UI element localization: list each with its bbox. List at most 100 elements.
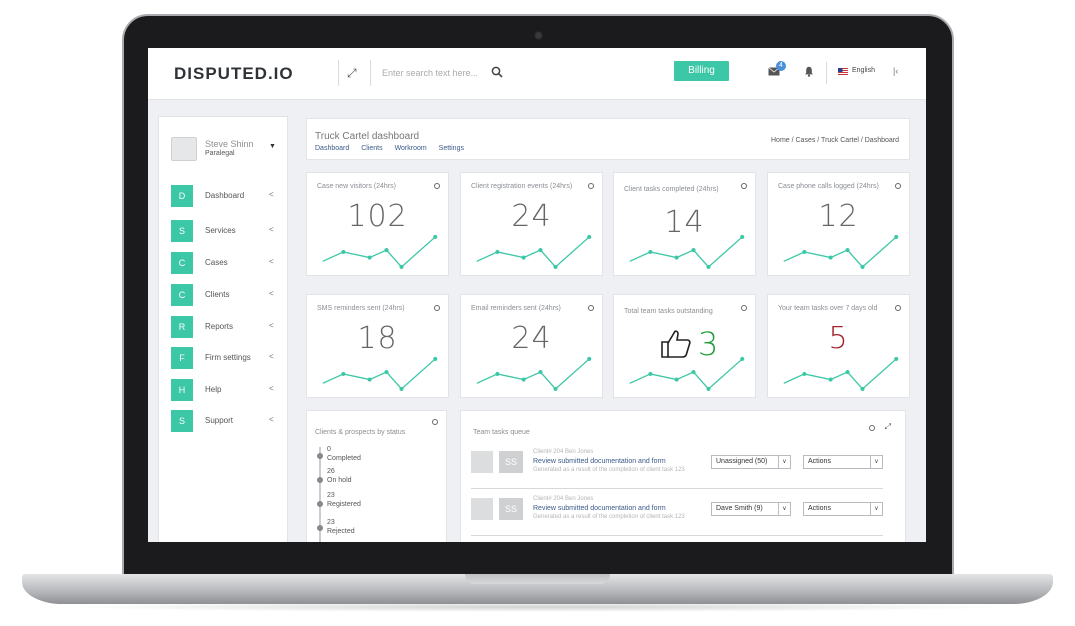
search-input[interactable] <box>382 64 512 82</box>
status-item: 23 Registered <box>327 491 361 509</box>
sparkline-point <box>674 377 679 382</box>
user-profile[interactable]: Steve Shinn Paralegal ▼ <box>171 137 281 167</box>
task-title[interactable]: Review submitted documentation and form <box>533 458 666 465</box>
sidebar-item-letter: S <box>171 220 193 242</box>
sparkline <box>476 356 592 391</box>
task-row[interactable]: SS Client# 204 Ben Jones Review submitte… <box>471 496 883 536</box>
user-role: Paralegal <box>205 150 235 157</box>
language-selector[interactable]: English <box>852 67 875 74</box>
task-checkbox[interactable] <box>471 451 493 473</box>
chevron-left-icon: < <box>269 225 274 234</box>
expand-icon[interactable]: ⤢ <box>884 422 891 431</box>
sparkline-path <box>322 236 436 268</box>
sidebar-item-letter: F <box>171 347 193 369</box>
sparkline-point <box>740 234 745 239</box>
camera-icon <box>534 31 543 40</box>
refresh-icon[interactable] <box>895 305 901 311</box>
task-note: Generated as a result of the completion … <box>533 514 685 520</box>
assignee-value: Dave Smith (9) <box>716 505 763 512</box>
sparkline <box>476 234 592 269</box>
assignee-select[interactable]: Dave Smith (9) ∨ <box>711 502 791 516</box>
refresh-icon[interactable] <box>741 305 747 311</box>
actions-select[interactable]: Actions ∨ <box>803 455 883 469</box>
sparkline-point <box>802 249 807 254</box>
sidebar-item-letter: D <box>171 185 193 207</box>
task-client: Client# 204 Ben Jones <box>533 449 594 455</box>
sidebar-item-letter: C <box>171 252 193 274</box>
sparkline-point <box>587 356 592 361</box>
sidebar-item-label: Clients <box>205 290 230 299</box>
sparkline-point <box>433 234 438 239</box>
sidebar-item-label: Help <box>205 385 222 394</box>
refresh-icon[interactable] <box>895 183 901 189</box>
card-title: Email reminders sent (24hrs) <box>471 305 561 312</box>
sidebar-item-dashboard[interactable]: D Dashboard < <box>171 185 281 209</box>
sparkline-path <box>476 358 590 390</box>
status-item: 23 Rejected <box>327 518 355 536</box>
status-label: Registered <box>327 501 361 508</box>
refresh-icon[interactable] <box>434 183 440 189</box>
refresh-icon[interactable] <box>432 419 438 425</box>
sparkline-point <box>433 356 438 361</box>
sparkline-path <box>783 236 897 268</box>
sparkline <box>629 234 745 269</box>
card-value: 24 <box>511 199 552 234</box>
search-icon[interactable] <box>491 66 503 78</box>
caret-down-icon[interactable]: ▼ <box>269 143 276 150</box>
breadcrumb[interactable]: Home / Cases / Truck Cartel / Dashboard <box>771 137 899 144</box>
sparkline-point <box>367 255 372 260</box>
sparkline <box>783 234 899 269</box>
status-label: Rejected <box>327 528 355 535</box>
chevron-down-icon: ∨ <box>778 502 790 516</box>
subnav-dashboard[interactable]: Dashboard <box>315 145 350 152</box>
top-bar: DISPUTED.IO ⤢ Billing 4 <box>148 48 926 100</box>
sparkline-point <box>538 248 543 253</box>
chevron-left-icon: < <box>269 289 274 298</box>
refresh-icon[interactable] <box>434 305 440 311</box>
card-value: 12 <box>818 199 859 234</box>
sparkline-point <box>802 371 807 376</box>
task-row[interactable]: SS Client# 204 Ben Jones Review submitte… <box>471 449 883 489</box>
chevron-left-icon: < <box>269 415 274 424</box>
avatar[interactable] <box>171 137 197 161</box>
collapse-icon[interactable]: |‹ <box>893 66 899 76</box>
sidebar-item-support[interactable]: S Support < <box>171 410 281 434</box>
sidebar-item-clients[interactable]: C Clients < <box>171 284 281 308</box>
sparkline-point <box>828 377 833 382</box>
actions-select[interactable]: Actions ∨ <box>803 502 883 516</box>
sidebar-item-firm-settings[interactable]: F Firm settings < <box>171 347 281 371</box>
task-note: Generated as a result of the completion … <box>533 467 685 473</box>
subnav-settings[interactable]: Settings <box>438 145 464 152</box>
card-title: Total team tasks outstanding <box>624 308 713 315</box>
sparkline-point <box>553 386 558 391</box>
task-checkbox[interactable] <box>471 498 493 520</box>
task-client: Client# 204 Ben Jones <box>533 496 594 502</box>
brand-logo[interactable]: DISPUTED.IO <box>174 64 294 83</box>
sidebar-item-services[interactable]: S Services < <box>171 220 281 244</box>
avatar: SS <box>499 498 523 520</box>
card-title: Your team tasks over 7 days old <box>778 305 878 312</box>
sidebar-item-label: Firm settings <box>205 353 251 362</box>
sidebar-item-help[interactable]: H Help < <box>171 379 281 403</box>
task-title[interactable]: Review submitted documentation and form <box>533 505 666 512</box>
sidebar-item-cases[interactable]: C Cases < <box>171 252 281 276</box>
subnav-clients[interactable]: Clients <box>361 145 383 152</box>
card-value: 5 <box>828 321 849 356</box>
sidebar-item-reports[interactable]: R Reports < <box>171 316 281 340</box>
refresh-icon[interactable] <box>741 183 747 189</box>
billing-button[interactable]: Billing <box>674 61 729 81</box>
avatar: SS <box>499 451 523 473</box>
bell-icon[interactable] <box>804 66 814 77</box>
subnav-workroom[interactable]: Workroom <box>394 145 427 152</box>
refresh-icon[interactable] <box>869 425 875 431</box>
sparkline-point <box>894 356 899 361</box>
expand-icon[interactable]: ⤢ <box>347 66 357 80</box>
timeline-line <box>319 447 321 542</box>
sparkline <box>629 356 745 391</box>
sparkline-path <box>783 358 897 390</box>
refresh-icon[interactable] <box>588 305 594 311</box>
assignee-select[interactable]: Unassigned (50) ∨ <box>711 455 791 469</box>
card-title: Client registration events (24hrs) <box>471 183 573 190</box>
refresh-icon[interactable] <box>588 183 594 189</box>
app-screen: DISPUTED.IO ⤢ Billing 4 <box>148 48 926 542</box>
